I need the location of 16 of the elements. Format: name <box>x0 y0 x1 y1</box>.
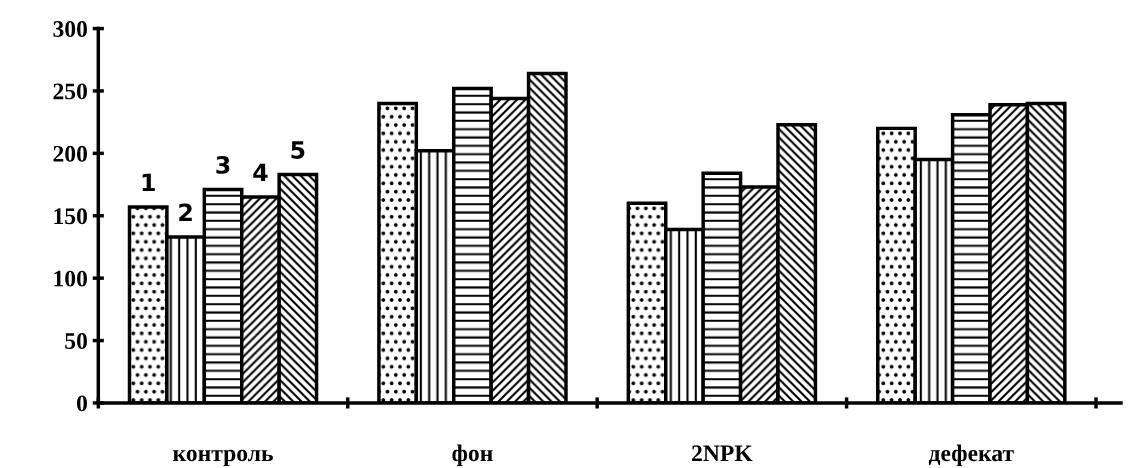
y-tick-label: 250 <box>53 83 87 100</box>
y-tick-label: 50 <box>65 333 87 349</box>
series-label: 2 <box>179 203 192 221</box>
y-tick-label: 200 <box>53 145 87 162</box>
y-tick-label: 0 <box>76 395 87 412</box>
y-tick-label: 100 <box>54 270 87 287</box>
y-tick-label: 300 <box>53 21 87 37</box>
x-tick-label: 2NPK <box>692 445 753 461</box>
series-label: 3 <box>216 155 230 174</box>
series-label: 1 <box>142 173 155 191</box>
x-tick-label: дефекат <box>928 444 1014 467</box>
series-label: 5 <box>291 141 305 159</box>
x-tick-label: фон <box>452 444 493 467</box>
series-label: 4 <box>253 163 268 182</box>
x-tick-label: контроль <box>173 449 273 467</box>
y-tick-label: 150 <box>54 208 87 225</box>
